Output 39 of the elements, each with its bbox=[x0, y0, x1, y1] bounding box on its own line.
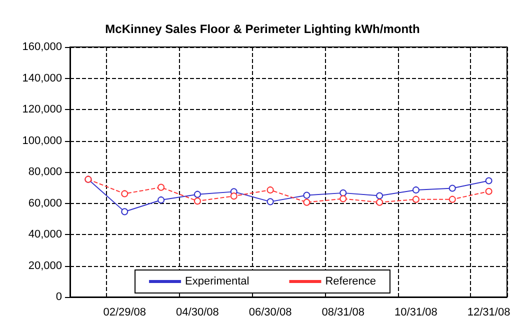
point bbox=[340, 189, 347, 196]
y-tick-label: 120,000 bbox=[22, 104, 62, 116]
point bbox=[485, 177, 492, 184]
point bbox=[158, 184, 165, 191]
point bbox=[121, 190, 128, 198]
point bbox=[266, 186, 274, 194]
point bbox=[412, 196, 420, 203]
y-tick-label: 60,000 bbox=[28, 197, 62, 210]
point bbox=[485, 188, 492, 195]
y-tick-label: 160,000 bbox=[22, 41, 62, 53]
x-tick-label: 12/31/08 bbox=[467, 306, 510, 318]
point bbox=[121, 208, 128, 216]
x-tick-label: 04/30/08 bbox=[176, 306, 219, 318]
point bbox=[230, 192, 238, 200]
x-tick-label: 08/31/08 bbox=[322, 306, 365, 318]
point bbox=[448, 196, 456, 203]
point bbox=[340, 195, 347, 202]
point bbox=[194, 198, 201, 205]
point bbox=[303, 192, 310, 199]
legend-label: Reference bbox=[325, 276, 376, 288]
point bbox=[303, 198, 310, 206]
x-tick-label: 02/29/08 bbox=[103, 306, 146, 318]
point bbox=[448, 184, 456, 192]
point bbox=[376, 192, 384, 200]
x-tick-label: 06/30/08 bbox=[248, 306, 292, 318]
chart-title: McKinney Sales Floor & Perimeter Lighting kWh/month bbox=[105, 22, 420, 36]
point bbox=[158, 196, 165, 204]
y-tick-label: 140,000 bbox=[22, 72, 62, 84]
y-tick-label: 100,000 bbox=[22, 134, 62, 147]
y-tick-label: 80,000 bbox=[28, 166, 62, 178]
x-tick-label: 10/31/08 bbox=[394, 306, 438, 318]
point bbox=[412, 186, 420, 194]
legend-label: Experimental bbox=[185, 276, 250, 288]
y-tick-label: 20,000 bbox=[28, 260, 62, 272]
y-tick-label: 0 bbox=[56, 291, 62, 303]
point bbox=[266, 198, 274, 206]
point bbox=[194, 190, 201, 198]
y-tick-label: 40,000 bbox=[28, 228, 62, 240]
point bbox=[376, 198, 384, 206]
